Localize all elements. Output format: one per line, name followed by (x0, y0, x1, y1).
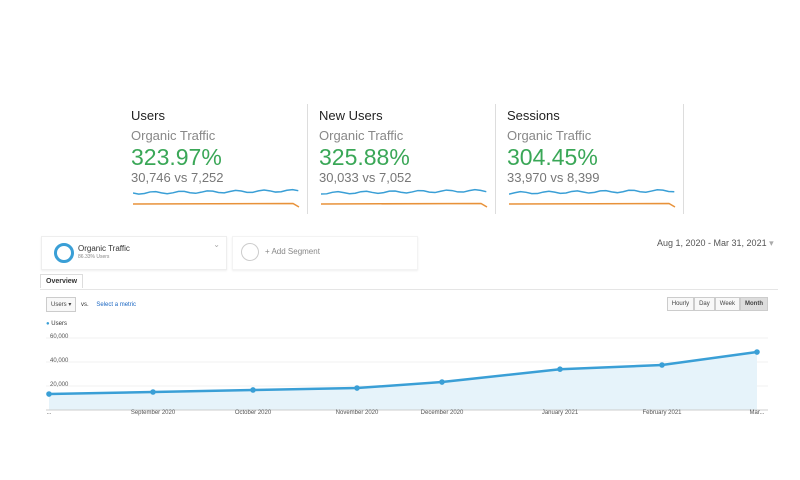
tab-divider (40, 289, 778, 290)
x-tick-label: September 2020 (130, 410, 176, 416)
metric-select[interactable]: Users ▾ (46, 297, 77, 312)
add-segment-label: + Add Segment (265, 247, 320, 256)
data-point[interactable] (250, 387, 256, 393)
legend-label: Users (51, 321, 67, 327)
card-percent: 323.97% (131, 144, 222, 170)
chevron-down-icon[interactable]: ⌄ (213, 240, 220, 249)
x-tick-label: Mar... (749, 410, 765, 416)
area-fill (49, 352, 757, 410)
y-tick-label: 60,000 (50, 334, 69, 340)
select-metric-link[interactable]: Select a metric (96, 302, 137, 308)
data-point[interactable] (659, 362, 665, 368)
metric-row: Users ▾ vs. Select a metric (46, 297, 136, 312)
data-point[interactable] (150, 389, 156, 395)
card-title: Sessions (507, 108, 560, 123)
card-title: Users (131, 108, 165, 123)
x-tick-label: November 2020 (335, 410, 379, 416)
add-segment-circle-icon (241, 243, 259, 261)
x-tick-label: February 2021 (642, 410, 682, 416)
add-segment-button[interactable]: + Add Segment (232, 236, 418, 270)
granularity-day[interactable]: Day (694, 297, 715, 311)
tab-overview[interactable]: Overview (40, 274, 84, 288)
y-tick-label: 20,000 (50, 382, 69, 388)
card-title: New Users (319, 108, 383, 123)
granularity-buttons: Hourly Day Week Month (666, 297, 768, 311)
segment-sub: 86.33% Users (78, 254, 110, 260)
granularity-month[interactable]: Month (740, 297, 768, 311)
series-line (48, 350, 758, 396)
vs-label: vs. (81, 302, 89, 308)
card-percent: 325.88% (319, 144, 410, 170)
card-compare: 33,970 vs 8,399 (507, 170, 600, 185)
data-point[interactable] (46, 391, 52, 397)
segment-ring-icon (54, 243, 74, 263)
legend-dot-icon: ● (46, 321, 50, 327)
segment-name: Organic Traffic (78, 244, 130, 253)
metric-card: Users Organic Traffic 323.97% 30,746 vs … (131, 104, 308, 214)
y-tick-label: 40,000 (50, 358, 69, 364)
x-tick-label: ... (46, 410, 52, 416)
granularity-hourly[interactable]: Hourly (666, 297, 695, 311)
chart-legend: ● Users (46, 321, 67, 327)
card-percent: 304.45% (507, 144, 598, 170)
metric-card: New Users Organic Traffic 325.88% 30,033… (319, 104, 496, 214)
x-tick-label: December 2020 (420, 410, 464, 416)
data-point[interactable] (754, 349, 760, 355)
data-point[interactable] (354, 385, 360, 391)
x-tick-label: January 2021 (541, 410, 579, 416)
sparkline (321, 188, 488, 208)
sparkline (133, 188, 300, 208)
date-range: Aug 1, 2020 - Mar 31, 2021 (657, 238, 767, 248)
card-segment: Organic Traffic (507, 128, 592, 143)
date-range-picker[interactable]: Aug 1, 2020 - Mar 31, 2021 ▾ (657, 238, 774, 249)
segment-organic-traffic[interactable]: Organic Traffic 86.33% Users ⌄ (41, 236, 227, 270)
sparkline (509, 189, 676, 208)
x-tick-label: October 2020 (234, 410, 272, 416)
card-segment: Organic Traffic (131, 128, 216, 143)
granularity-week[interactable]: Week (714, 297, 740, 311)
caret-down-icon: ▾ (769, 238, 774, 248)
data-point[interactable] (439, 379, 445, 385)
card-compare: 30,746 vs 7,252 (131, 170, 224, 185)
data-point[interactable] (557, 366, 563, 373)
card-segment: Organic Traffic (319, 128, 404, 143)
card-compare: 30,033 vs 7,052 (319, 170, 412, 185)
metric-card: Sessions Organic Traffic 304.45% 33,970 … (507, 104, 684, 214)
